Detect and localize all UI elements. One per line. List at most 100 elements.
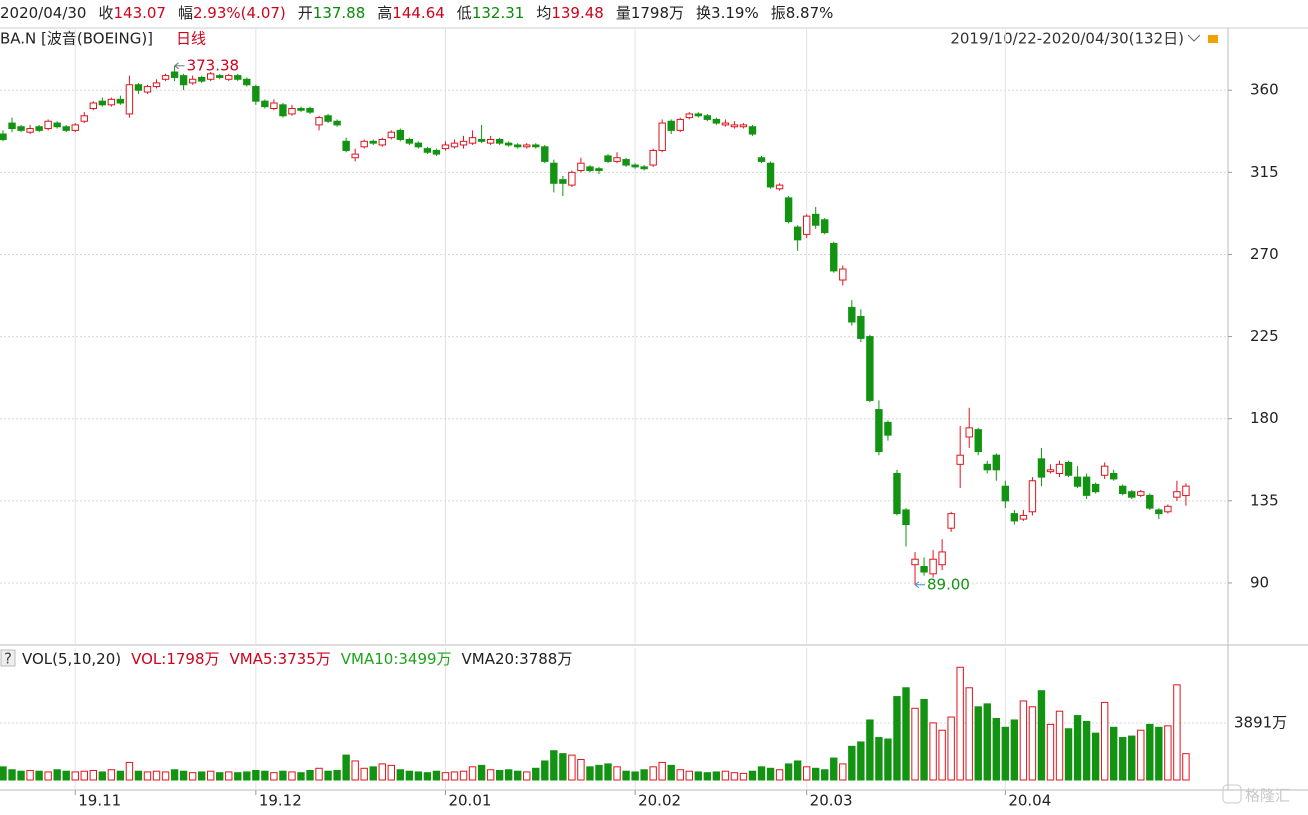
volume-bar — [170, 769, 179, 781]
volume-bar — [1046, 723, 1055, 781]
volume-bar — [369, 766, 377, 781]
volume-bar — [875, 737, 883, 781]
candle-body — [161, 75, 170, 80]
volume-bar — [423, 772, 432, 781]
candle-body — [297, 107, 305, 111]
volume-bar — [658, 761, 666, 781]
volume-bar — [595, 764, 603, 781]
candle-body — [252, 86, 260, 102]
volume-bar — [107, 769, 116, 781]
candle-body — [369, 140, 377, 144]
y-tick-label: 360 — [1250, 81, 1279, 99]
candle-body — [757, 157, 766, 162]
candle-body — [26, 128, 34, 133]
header-date: 2020/04/30 — [0, 4, 86, 22]
volume-bar — [89, 769, 97, 781]
annotation-label: 89.00 — [927, 575, 970, 593]
annotation-label: 373.38 — [187, 56, 240, 74]
volume-bar — [486, 769, 495, 781]
candle-body — [1037, 458, 1046, 478]
candle-body — [622, 159, 630, 166]
candle-body — [685, 113, 693, 119]
candle-body — [577, 162, 585, 172]
volume-bar — [974, 706, 982, 781]
x-tick-label: 19.11 — [78, 792, 121, 810]
volume-bar — [1173, 684, 1181, 781]
volume-bar — [866, 719, 874, 781]
volume-bar — [920, 698, 928, 781]
candle-body — [333, 120, 341, 126]
volume-bar — [1028, 706, 1037, 781]
candle-body — [107, 98, 116, 106]
annotation-arrow — [174, 62, 185, 70]
candle-body — [568, 171, 576, 186]
volume-bar — [8, 769, 16, 781]
candle-body — [866, 336, 874, 401]
header-label: 低 — [457, 4, 472, 22]
candle-body — [1073, 476, 1082, 487]
volume-bar — [396, 769, 405, 781]
volume-bar — [1064, 728, 1073, 781]
volume-bar — [1001, 726, 1010, 781]
volume-bar — [947, 716, 955, 781]
volume-legend-item: VMA5:3735万 — [230, 650, 331, 668]
candle-body — [1001, 485, 1010, 502]
dropdown-icon[interactable] — [1187, 34, 1201, 42]
volume-bar — [324, 770, 332, 781]
candle-body — [586, 166, 594, 172]
candle-body — [1109, 472, 1118, 480]
volume-bar — [216, 772, 224, 781]
candle-body — [956, 454, 964, 465]
candle-body — [71, 124, 79, 131]
volume-bar — [342, 754, 350, 781]
volume-bar — [1137, 729, 1145, 781]
candle-body — [143, 86, 152, 93]
volume-bar — [315, 767, 323, 781]
volume-legend: VOL(5,10,20) VOL:1798万 VMA5:3735万 VMA10:349… — [22, 650, 572, 668]
volume-bar — [1164, 725, 1172, 781]
volume-bar — [116, 770, 125, 781]
x-tick-label: 20.01 — [448, 792, 491, 810]
volume-bar — [206, 770, 215, 781]
volume-bar — [1182, 753, 1190, 781]
candle-body — [495, 138, 504, 144]
volume-bar — [333, 769, 341, 781]
volume-legend-item: VOL(5,10,20) — [22, 650, 121, 668]
candle-body — [532, 144, 540, 148]
volume-legend-item: VOL:1798万 — [131, 650, 219, 668]
volume-bar — [649, 766, 657, 781]
candle-body — [225, 75, 233, 80]
header-value: 143.07 — [113, 4, 166, 22]
volume-bar — [523, 771, 531, 781]
candle-body — [965, 427, 973, 438]
candle-body — [134, 84, 143, 91]
candle-body — [216, 75, 224, 78]
volume-bar — [297, 772, 305, 781]
y-tick-label: 225 — [1250, 327, 1279, 345]
candle-body — [279, 104, 287, 117]
volume-bar — [604, 763, 612, 781]
volume-bar — [929, 722, 937, 781]
lock-icon[interactable] — [1208, 35, 1218, 43]
volume-bar — [712, 771, 721, 781]
volume-bar — [884, 738, 892, 781]
header-label: 高 — [377, 4, 392, 22]
candle-body — [116, 98, 125, 104]
candle-body — [640, 166, 648, 170]
candle-body — [523, 144, 531, 148]
volume-bar — [179, 770, 188, 781]
candle-body — [712, 118, 721, 124]
help-box[interactable] — [0, 649, 16, 667]
candle-body — [694, 113, 703, 117]
volume-bar — [1128, 735, 1136, 781]
candle-body — [893, 472, 901, 515]
candle-body — [206, 73, 215, 80]
volume-bar — [893, 696, 901, 781]
candle-body — [992, 454, 1000, 471]
volume-bar — [640, 769, 648, 781]
volume-bar — [857, 741, 865, 781]
candle-body — [830, 243, 838, 272]
candle-body — [604, 155, 612, 162]
volume-bar — [243, 771, 251, 781]
volume-bar — [766, 767, 775, 781]
